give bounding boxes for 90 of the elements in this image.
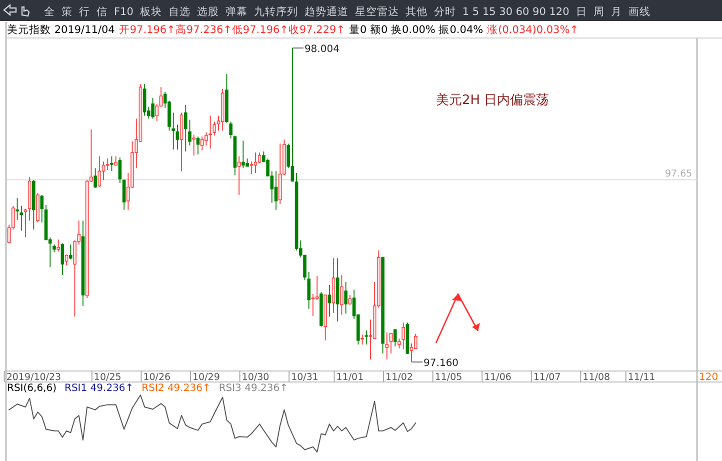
candlestick <box>389 332 393 354</box>
text: 画线 <box>628 5 650 18</box>
candlestick <box>364 330 368 345</box>
text: 日 <box>576 6 587 18</box>
candlestick <box>204 132 208 146</box>
text: RSI1 49.236↑ <box>64 383 134 394</box>
x-tick-label: 11/07 <box>533 372 561 383</box>
text: 弹幕 <box>225 5 248 18</box>
x-tick-label: 10/29 <box>192 372 220 383</box>
candlestick <box>200 136 204 151</box>
text: 策 <box>62 6 72 18</box>
candlestick <box>122 179 126 210</box>
x-tick-label: 11/11 <box>628 372 656 383</box>
x-tick-label: 2019/10/23 <box>6 372 62 383</box>
text: 其他 <box>405 5 428 18</box>
candlestick <box>393 328 397 347</box>
x-tick-label: 11/08 <box>582 372 610 383</box>
annotation: 美元2H 日内偏震荡 <box>436 92 550 108</box>
x-tick-label: 10/25 <box>94 372 122 383</box>
chart-subtitle: 开97.196↑高97.236↑低97.196↑收97.229↑ <box>118 23 346 36</box>
candlestick <box>250 161 254 175</box>
text: 涨(0.034)0.03%↑ <box>487 24 579 36</box>
text: 全 <box>44 6 55 18</box>
candlestick <box>56 239 60 252</box>
candlestick <box>64 254 68 266</box>
chart-title: RSI(6,6,6) <box>7 383 57 394</box>
text: 星空雷达 <box>354 5 399 18</box>
candlestick <box>258 152 262 164</box>
x-tick-label: 10/30 <box>242 372 270 383</box>
text: F10 <box>114 6 134 18</box>
candlestick <box>106 158 110 170</box>
candlestick <box>184 104 188 152</box>
candlestick <box>344 282 348 314</box>
x-tick-label: 11/05 <box>434 372 462 383</box>
candlestick <box>290 48 294 182</box>
candlestick <box>274 170 278 210</box>
candlestick <box>110 156 114 172</box>
x-tick-label: 10/31 <box>291 372 318 383</box>
text: 信 <box>96 6 108 18</box>
candlestick <box>242 140 245 169</box>
candlestick <box>328 284 332 318</box>
candlestick <box>414 333 418 350</box>
text: 九转序列 <box>254 5 298 18</box>
text: 分时 <box>434 5 456 18</box>
text: 量0 额0 换0.00% 振0.04% <box>349 23 484 36</box>
candlestick <box>69 244 72 260</box>
annotation: 98.004 <box>304 44 340 55</box>
candlestick <box>208 115 212 149</box>
candlestick <box>385 332 389 360</box>
candlestick <box>229 121 232 139</box>
candlestick <box>188 119 192 146</box>
text: 周 <box>593 6 604 18</box>
ref-line-label: 97.65 <box>665 168 692 180</box>
text: 选股 <box>196 5 219 18</box>
candlestick <box>196 136 200 155</box>
x-tick-label: 10/26 <box>143 372 171 383</box>
candlestick <box>151 97 154 120</box>
chart-title: 美元指数 2019/11/04 <box>7 23 116 36</box>
text: 行 <box>79 6 90 18</box>
annotation: 97.160 <box>424 358 459 369</box>
candlestick <box>24 208 28 238</box>
candlestick <box>172 112 175 150</box>
candlestick <box>360 334 364 345</box>
candlestick <box>94 168 97 188</box>
candlestick <box>20 205 24 232</box>
text: 1 5 15 30 60 90 120 <box>462 6 570 18</box>
text: 趋势通道 <box>304 5 348 18</box>
candlestick <box>40 194 44 223</box>
candlestick <box>192 134 196 156</box>
candlestick <box>142 84 146 116</box>
text: 自选 <box>168 5 190 18</box>
candlestick <box>118 156 122 184</box>
candlestick <box>307 272 311 310</box>
candlestick <box>212 121 216 136</box>
candlestick <box>60 242 64 276</box>
candlestick <box>340 274 344 316</box>
text: 板块 <box>138 5 162 18</box>
candlestick <box>311 293 315 316</box>
candlestick <box>98 156 102 188</box>
candlestick <box>176 124 180 150</box>
x-tick-label: 11/01 <box>336 372 364 383</box>
candlestick <box>398 338 401 349</box>
x-tick-label: 11/06 <box>484 372 512 383</box>
text: RSI3 49.236↑ <box>218 383 288 394</box>
x-tick-label: 11/02 <box>386 372 413 383</box>
candlestick <box>402 322 405 350</box>
text: RSI2 49.236↑ <box>142 383 211 394</box>
text: 月 <box>610 6 622 18</box>
text: 120 <box>699 372 718 383</box>
candlestick <box>16 197 19 220</box>
